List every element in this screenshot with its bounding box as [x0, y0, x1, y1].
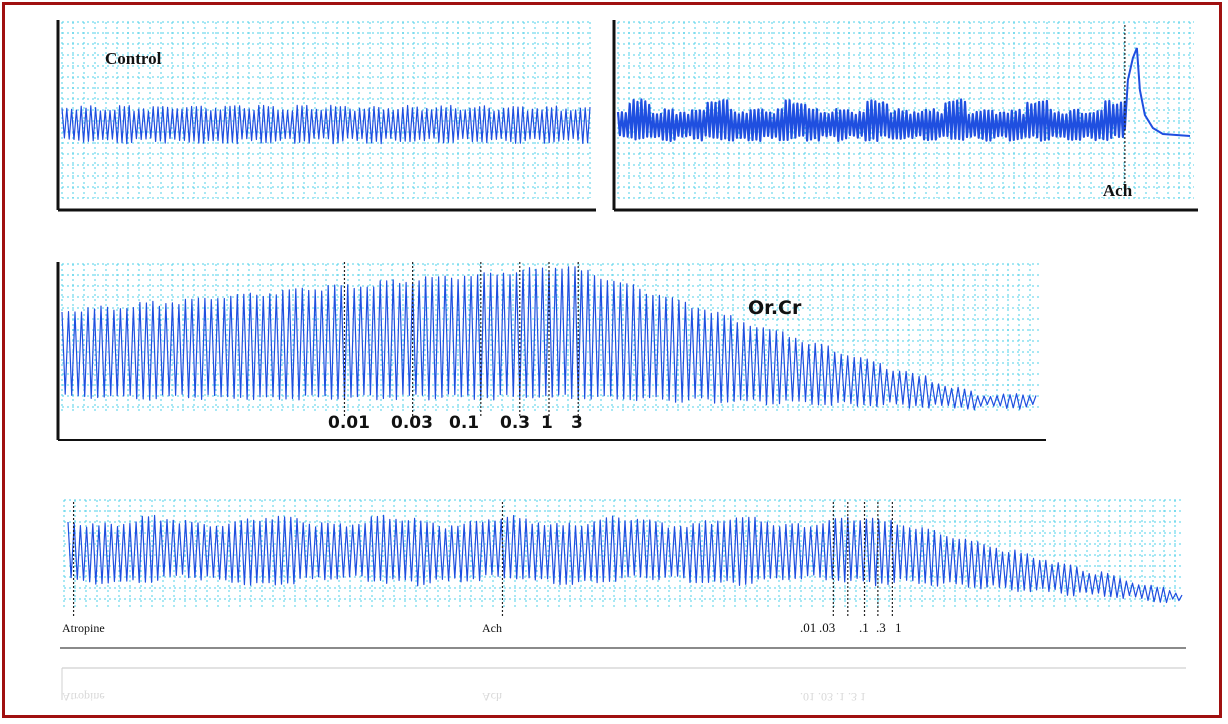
marker-label-ach: Ach [1103, 181, 1133, 200]
contraction-trace [67, 514, 1183, 604]
dose-label: .1 [859, 620, 869, 635]
ghost-label: Ach [482, 690, 502, 704]
contraction-trace [616, 98, 1126, 143]
dose-label: 0.1 [449, 413, 479, 433]
dose-label: .01 [800, 620, 816, 635]
dose-label: 0.01 [328, 413, 370, 433]
dose-label: 0.03 [391, 413, 433, 433]
dose-label: 3 [571, 413, 583, 433]
panel-atropine: Atropine Ach .01.03 .1 .3 1 Atropine Ach .01 .03… [60, 499, 1186, 704]
dose-label: 1 [541, 413, 553, 433]
ghost-label: Atropine [62, 690, 105, 704]
panel-or-cr: 0.01 0.03 0.1 0.3 1 3 Or.Cr [56, 262, 1046, 441]
dose-label: 0.3 [500, 413, 530, 433]
panel-ach: Ach [612, 20, 1198, 212]
dose-label: .03 [819, 620, 835, 635]
panel-control: Control [56, 20, 596, 212]
ghost-label: .01 .03 .1 .3 1 [800, 690, 866, 704]
dose-label: 1 [895, 620, 902, 635]
panel-label-control: Control [105, 49, 162, 68]
marker-label-atropine: Atropine [62, 621, 105, 635]
panel-label-or-cr: Or.Cr [748, 297, 802, 319]
marker-label-ach: Ach [482, 621, 502, 635]
dose-label: .3 [876, 620, 886, 635]
ach-spike-trace [1123, 47, 1191, 137]
contraction-trace [61, 104, 591, 145]
